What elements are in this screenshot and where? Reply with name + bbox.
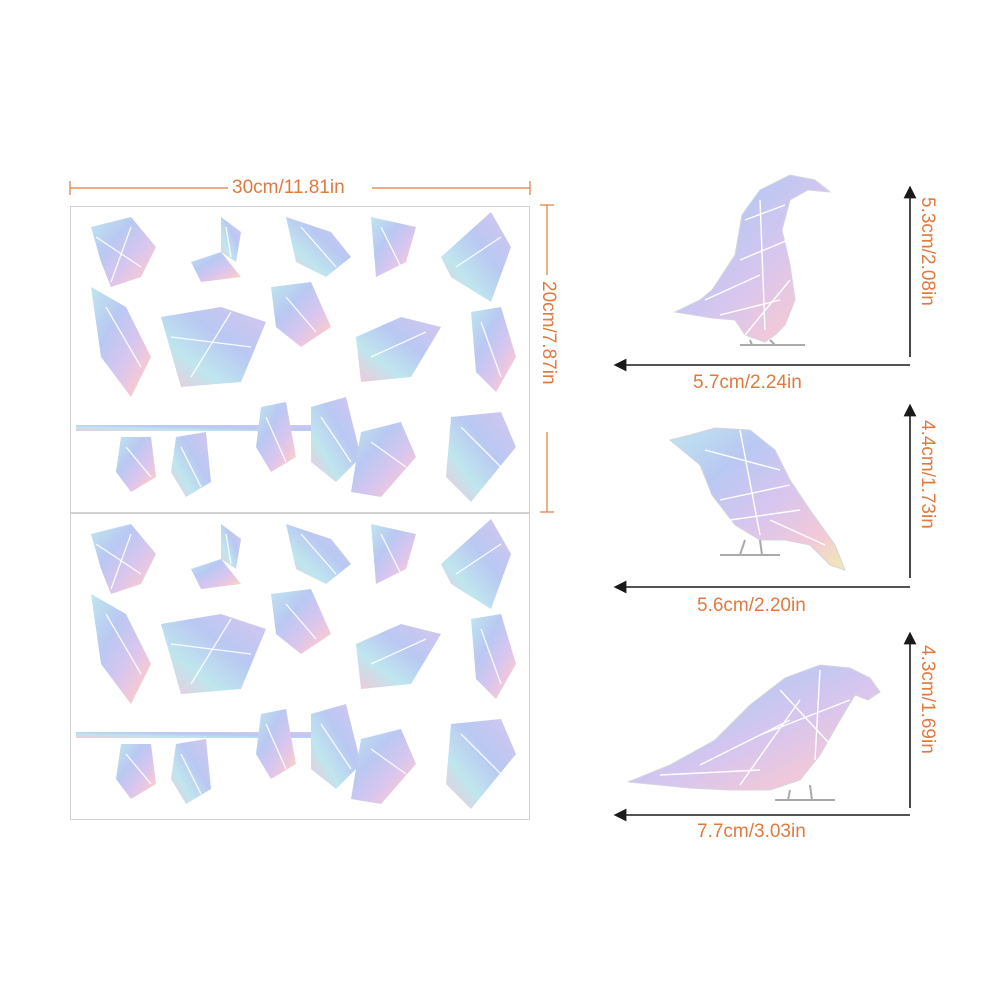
sticker-group-top xyxy=(76,212,516,502)
sticker-bird-shape xyxy=(371,524,416,584)
bird2-width-label: 5.6cm/2.20in xyxy=(697,595,806,616)
bird3-width-label: 7.7cm/3.03in xyxy=(697,821,806,842)
sticker-bird-shape xyxy=(116,437,156,492)
sticker-bird-shape xyxy=(356,317,441,382)
bird3-height-label: 4.3cm/1.69in xyxy=(917,645,938,754)
sticker-sheet-top-art xyxy=(76,212,516,502)
sticker-leaf-shape xyxy=(191,252,241,282)
sticker-bird-shape xyxy=(351,422,416,497)
parrot-silhouette xyxy=(627,664,881,791)
sticker-bird-shape xyxy=(471,614,516,699)
bird2-height-label: 4.4cm/1.73in xyxy=(917,420,938,529)
sticker-bird-shape xyxy=(91,594,151,704)
sticker-branch-shape xyxy=(76,425,316,431)
bird1-width-label: 5.7cm/2.24in xyxy=(693,372,802,393)
perched-crack-lines xyxy=(704,429,826,546)
crow-silhouette xyxy=(673,174,832,343)
sticker-crack-lines xyxy=(95,533,502,795)
crow-feet xyxy=(740,339,805,346)
bird-perched xyxy=(668,427,846,571)
bird1-height-label: 5.3cm/2.08in xyxy=(917,197,938,306)
sheet-width-label: 30cm/11.81in xyxy=(232,177,345,198)
sticker-bird-shape xyxy=(446,412,516,502)
sticker-leaf-shape xyxy=(191,559,241,589)
crow-crack-lines xyxy=(704,199,791,336)
sticker-bird-shape xyxy=(446,719,516,809)
sticker-bird-shape xyxy=(256,709,296,779)
sticker-bird-shape xyxy=(161,307,266,387)
sticker-bird-shape xyxy=(351,729,416,804)
sticker-bird-shape xyxy=(471,307,516,392)
sticker-bird-shape xyxy=(91,287,151,397)
perched-feet xyxy=(720,539,780,556)
sticker-crack-lines xyxy=(95,226,502,488)
sticker-group-bottom xyxy=(76,519,516,809)
sticker-bird-shape xyxy=(116,744,156,799)
parrot-crack-lines xyxy=(659,669,851,786)
sticker-bird-shape xyxy=(256,402,296,472)
sticker-bird-shape xyxy=(371,217,416,277)
sticker-bird-shape xyxy=(91,217,156,287)
perched-silhouette xyxy=(668,427,846,571)
sticker-bird-shape xyxy=(441,519,511,609)
sticker-sheet-bottom xyxy=(70,513,530,820)
sticker-bird-shape xyxy=(161,614,266,694)
sticker-bird-shape xyxy=(441,212,511,302)
parrot-feet xyxy=(775,784,835,801)
sticker-sheet-top xyxy=(70,206,530,513)
sticker-sheet-bottom-art xyxy=(76,519,516,809)
bird-parrot xyxy=(627,664,881,801)
bird-crow xyxy=(673,174,832,346)
sticker-bird-shape xyxy=(91,524,156,594)
sticker-bird-shape xyxy=(356,624,441,689)
sticker-branch-shape xyxy=(76,732,316,738)
